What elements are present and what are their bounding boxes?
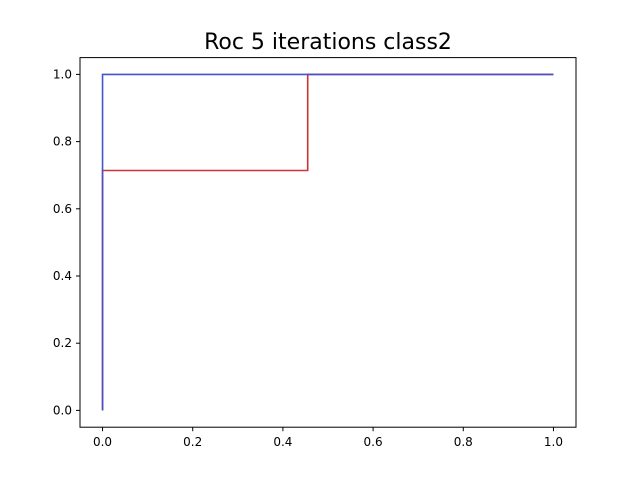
chart-title: Roc 5 iterations class2 <box>204 30 452 55</box>
x-tick-label: 0.6 <box>364 435 383 449</box>
series-layer <box>101 73 554 411</box>
y-tick-label: 0.6 <box>53 202 72 216</box>
x-tick-label: 0.4 <box>273 435 292 449</box>
y-tick-label: 0.4 <box>53 269 72 283</box>
roc-curve-2 <box>101 73 554 411</box>
y-tick-label: 0.0 <box>53 403 72 417</box>
x-tick-label: 1.0 <box>544 435 563 449</box>
x-tick-label: 0.8 <box>454 435 473 449</box>
ticks-layer: 0.0 0.2 0.4 0.6 0.8 1.0 0.0 0.2 0.4 0.6 0.8 1.0 <box>53 67 563 449</box>
x-tick-label: 0.2 <box>183 435 202 449</box>
y-tick-label: 0.8 <box>53 135 72 149</box>
x-tick-label: 0.0 <box>93 435 112 449</box>
y-tick-label: 0.2 <box>53 336 72 350</box>
plot-area-frame <box>79 57 577 428</box>
y-tick-label: 1.0 <box>53 67 72 81</box>
